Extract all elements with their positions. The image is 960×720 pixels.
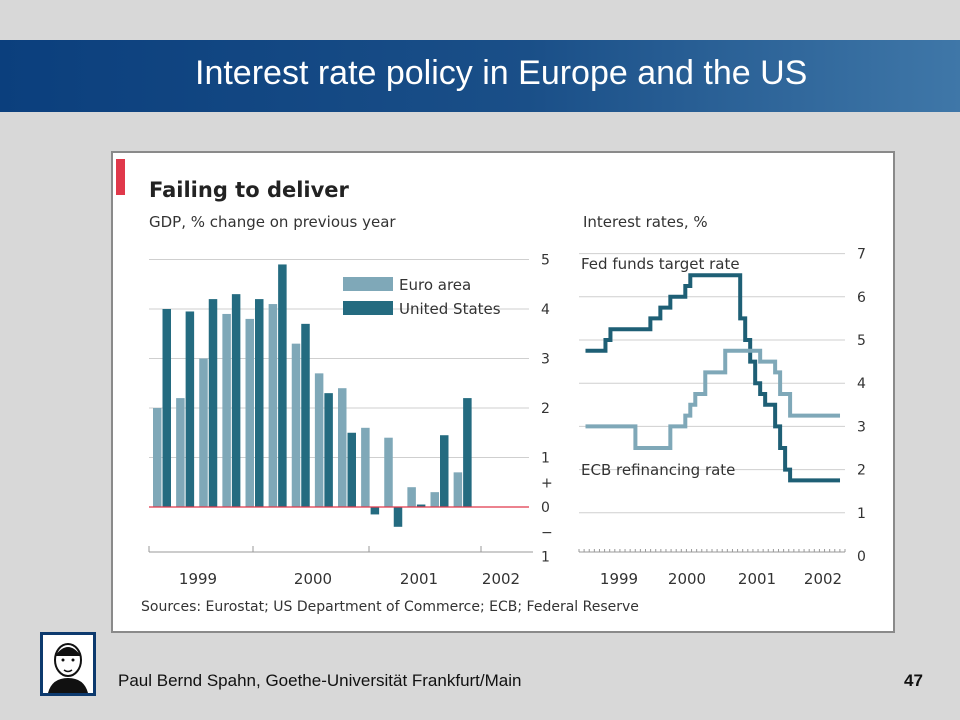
euro-area-bar xyxy=(314,373,324,507)
gdp-x-tick-label: 1999 xyxy=(179,570,217,588)
legend-us-label: United States xyxy=(399,300,501,318)
us-bar xyxy=(416,504,426,507)
fed-funds-line xyxy=(585,273,841,483)
us-bar xyxy=(370,507,380,515)
gdp-y-tick-label: 3 xyxy=(541,352,550,368)
gdp-y-tick-label: 1 xyxy=(541,451,550,467)
chart-source-note: Sources: Eurostat; US Department of Comm… xyxy=(141,599,639,615)
gdp-y-tick-label: 5 xyxy=(541,253,550,269)
legend-euro-swatch xyxy=(343,277,393,291)
rates-y-tick-label: 7 xyxy=(857,247,866,263)
euro-area-bar xyxy=(153,408,162,507)
rates-x-tick-label: 2001 xyxy=(738,570,776,588)
page-number: 47 xyxy=(904,671,923,690)
us-bar xyxy=(278,264,287,507)
footer-author: Paul Bernd Spahn, Goethe-Universität Fra… xyxy=(118,671,522,690)
us-bar xyxy=(185,311,195,507)
chart-accent-mark xyxy=(116,159,125,195)
chart-frame: Failing to deliver GDP, % change on prev… xyxy=(111,151,895,633)
rates-y-tick-label: 0 xyxy=(857,549,866,565)
gdp-x-tick-label: 2002 xyxy=(482,570,520,588)
gdp-x-tick-label: 2001 xyxy=(400,570,438,588)
gdp-y-tick-label: − xyxy=(541,525,553,541)
euro-area-bar xyxy=(176,398,185,507)
euro-area-bar xyxy=(199,358,208,507)
gdp-x-tick-label: 2000 xyxy=(294,570,332,588)
economist-chart: Failing to deliver GDP, % change on prev… xyxy=(116,159,866,615)
euro-area-bar xyxy=(291,343,301,507)
gdp-y-tick-label: 0 xyxy=(541,500,550,516)
us-bar xyxy=(324,393,333,507)
euro-area-bar xyxy=(453,472,463,507)
ecb-refi-line xyxy=(585,348,841,450)
us-bar xyxy=(301,323,310,507)
rates-y-tick-label: 6 xyxy=(857,290,866,306)
us-bar xyxy=(440,435,449,507)
rates-y-tick-label: 1 xyxy=(857,506,866,522)
rates-y-tick-label: 5 xyxy=(857,333,866,349)
us-bar xyxy=(255,299,264,507)
us-bar xyxy=(463,398,472,507)
gdp-y-tick-label: + xyxy=(541,475,553,491)
legend-us-swatch xyxy=(343,301,393,315)
gdp-chart-title: Failing to deliver xyxy=(149,178,350,202)
rates-y-tick-label: 3 xyxy=(857,419,866,435)
gdp-chart-subtitle: GDP, % change on previous year xyxy=(149,213,396,231)
rates-x-tick-label: 1999 xyxy=(600,570,638,588)
legend-euro-label: Euro area xyxy=(399,276,471,294)
gdp-y-tick-label: 4 xyxy=(541,302,550,318)
rates-y-tick-label: 4 xyxy=(857,376,866,392)
rates-x-tick-label: 2002 xyxy=(804,570,842,588)
euro-area-bar xyxy=(361,427,370,507)
gdp-y-tick-label: 1 xyxy=(541,550,550,566)
fed-series-label: Fed funds target rate xyxy=(581,255,740,273)
euro-area-bar xyxy=(222,313,231,507)
us-bar xyxy=(393,507,403,527)
euro-area-bar xyxy=(384,437,393,507)
rates-y-tick-label: 2 xyxy=(857,463,866,479)
rates-chart-title: Interest rates, % xyxy=(583,213,708,231)
gdp-y-tick-label: 2 xyxy=(541,401,550,417)
us-bar xyxy=(162,309,171,507)
ecb-series-label: ECB refinancing rate xyxy=(581,461,735,479)
us-bar xyxy=(347,432,356,507)
rates-x-tick-label: 2000 xyxy=(668,570,706,588)
euro-area-bar xyxy=(268,304,278,507)
us-bar xyxy=(208,299,218,507)
goethe-portrait-icon xyxy=(40,632,96,696)
title-bar: Interest rate policy in Europe and the U… xyxy=(0,40,960,112)
slide-title: Interest rate policy in Europe and the U… xyxy=(195,54,808,92)
us-bar xyxy=(231,294,241,507)
euro-area-bar xyxy=(338,388,347,507)
euro-area-bar xyxy=(407,487,416,507)
euro-area-bar xyxy=(430,492,439,507)
euro-area-bar xyxy=(245,318,254,507)
